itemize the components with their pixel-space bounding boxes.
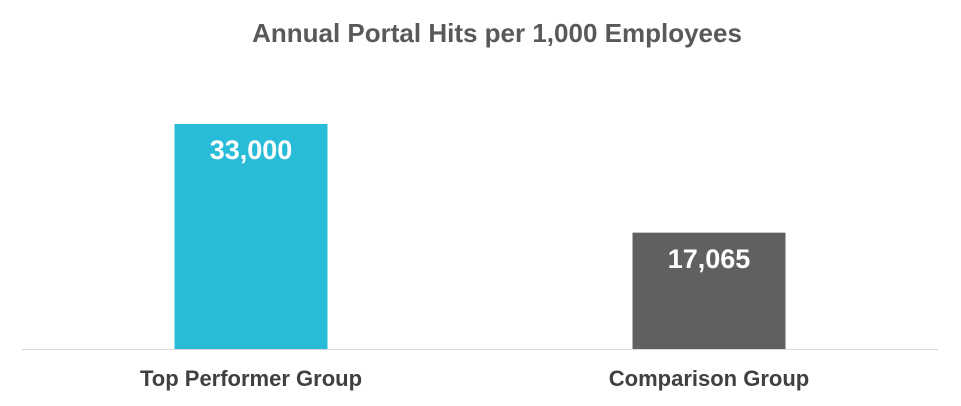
bar: [632, 232, 786, 349]
x-tick-label: Top Performer Group: [140, 366, 362, 391]
chart-title: Annual Portal Hits per 1,000 Employees: [252, 18, 742, 48]
value-label: 17,065: [668, 244, 751, 274]
x-tick-label: Comparison Group: [609, 366, 809, 391]
value-label: 33,000: [210, 135, 293, 165]
bar: [174, 124, 328, 349]
